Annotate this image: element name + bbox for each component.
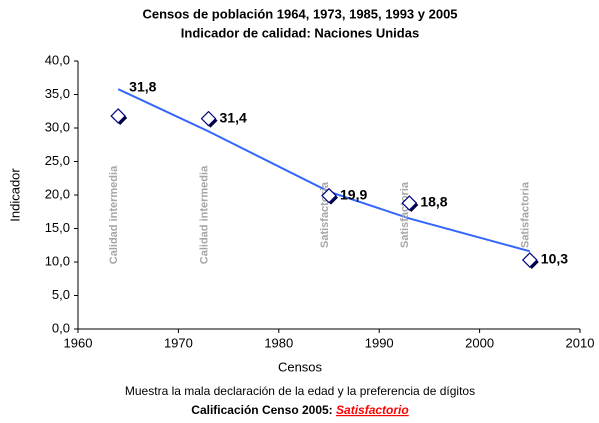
data-label: 19,9 xyxy=(340,186,367,202)
x-tick-label: 1970 xyxy=(164,335,193,350)
data-label: 10,3 xyxy=(541,251,568,267)
x-tick-label: 1980 xyxy=(264,335,293,350)
x-tick-label: 2000 xyxy=(465,335,494,350)
y-tick-label: 35,0 xyxy=(45,86,70,101)
point-note: Satisfactoria xyxy=(399,181,411,248)
x-tick-label: 2010 xyxy=(566,335,595,350)
footer-note: Muestra la mala declaración de la edad y… xyxy=(125,384,475,398)
marker xyxy=(110,108,127,124)
data-label: 31,8 xyxy=(129,79,156,95)
chart-subtitle: Indicador de calidad: Naciones Unidas xyxy=(181,25,419,40)
marker xyxy=(521,252,538,268)
y-tick-label: 25,0 xyxy=(45,153,70,168)
rating-label: Calificación Censo 2005: xyxy=(191,403,332,417)
chart-title: Censos de población 1964, 1973, 1985, 19… xyxy=(142,6,457,21)
point-note: Calidad intermedia xyxy=(108,165,120,264)
y-tick-label: 5,0 xyxy=(52,287,70,302)
data-label: 31,4 xyxy=(220,109,247,125)
y-tick-label: 0,0 xyxy=(52,320,70,335)
point-note: Satisfactoria xyxy=(520,181,532,248)
marker xyxy=(200,110,217,127)
marker xyxy=(321,187,337,204)
y-tick-label: 20,0 xyxy=(45,186,70,201)
y-tick-label: 15,0 xyxy=(45,220,70,235)
rating-value: Satisfactorio xyxy=(336,403,409,417)
y-tick-label: 30,0 xyxy=(45,119,70,134)
x-axis-label: Censos xyxy=(278,359,323,374)
x-tick-label: 1960 xyxy=(64,335,93,350)
point-note: Calidad intermedia xyxy=(198,165,210,264)
x-tick-label: 1990 xyxy=(365,335,394,350)
data-label: 18,8 xyxy=(420,194,447,210)
marker xyxy=(401,195,418,211)
footer-rating: Calificación Censo 2005: Satisfactorio xyxy=(191,403,408,417)
y-axis-label: Indicador xyxy=(7,168,22,222)
y-tick-label: 10,0 xyxy=(45,253,70,268)
y-tick-label: 40,0 xyxy=(45,52,70,67)
